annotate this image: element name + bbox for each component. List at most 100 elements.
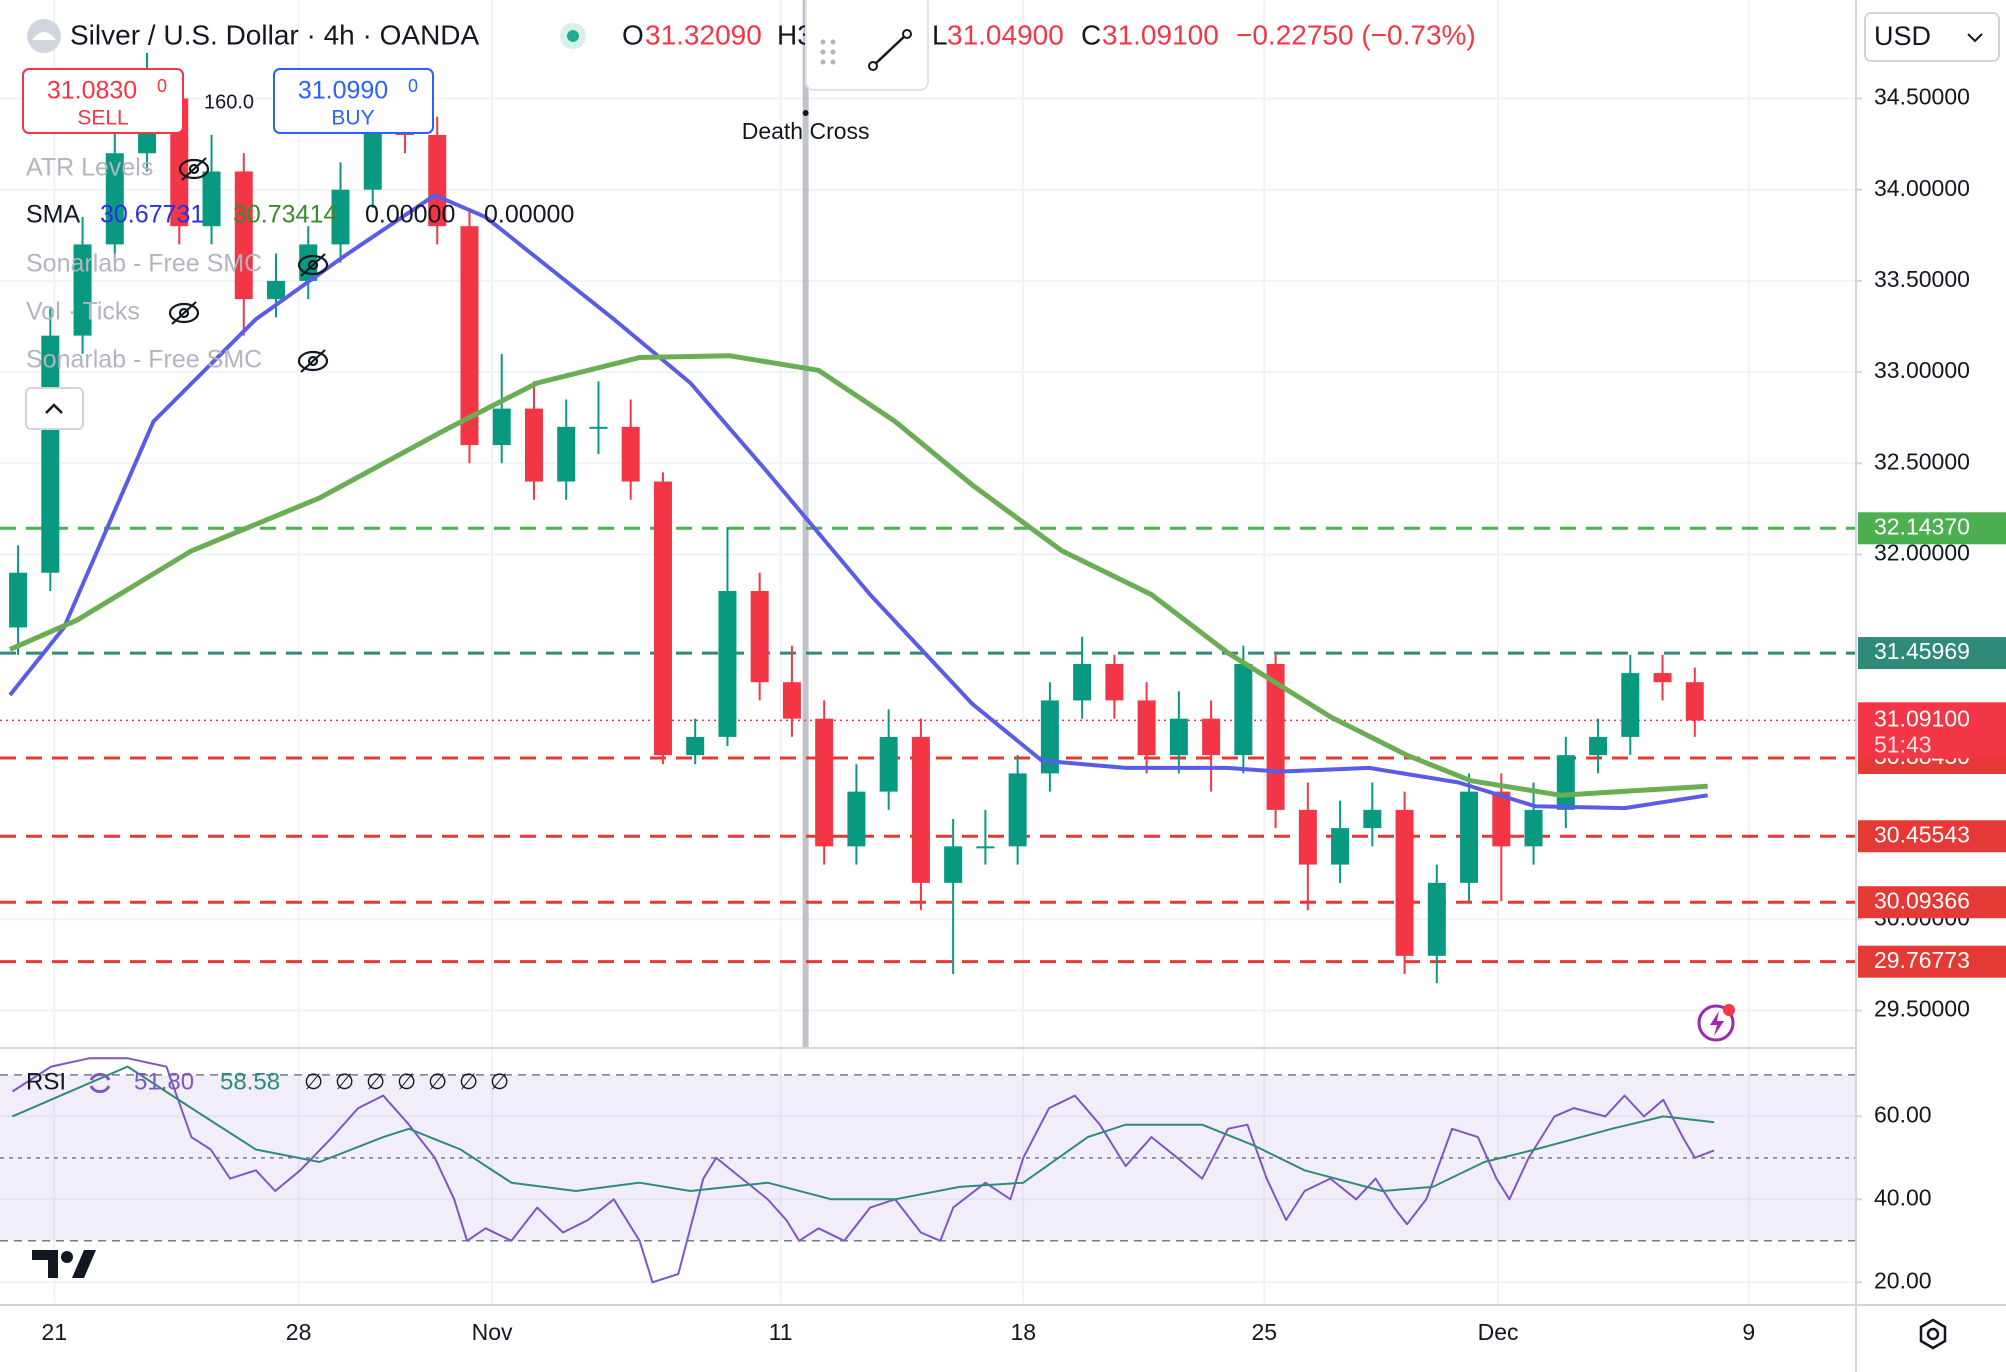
rsi-input: ∅ [490,1069,509,1094]
symbol-title[interactable]: Silver / U.S. Dollar · 4h · OANDA [70,19,480,50]
rsi-input: ∅ [335,1069,354,1094]
rsi-input: ∅ [459,1069,478,1094]
ohlc-label: C [1081,19,1101,50]
candle-body [105,153,124,245]
trend-line-tool[interactable] [868,29,912,71]
series-line [11,1057,1715,1284]
indicator-name[interactable]: ATR Levels [26,154,153,182]
candle-body [976,846,995,849]
header: Silver / U.S. Dollar · 4h · OANDA O 31.3… [27,19,1476,53]
sell-button[interactable] [22,68,184,134]
y-tick-label: 33.50000 [1874,266,1970,292]
hidden-eye-icon[interactable] [168,301,200,325]
candle-body [1395,809,1414,956]
indicator-name[interactable]: Sonarlab - Free SMC [26,346,262,374]
candle-body [1137,700,1156,756]
candle-body [1460,791,1479,883]
collapse-legend-button[interactable] [25,387,84,430]
candle-body [653,481,672,756]
rsi-title[interactable]: RSI [26,1068,66,1095]
y-tick-label: 32.50000 [1874,448,1970,474]
rsi-input: ∅ [304,1069,323,1094]
grid-layer [0,0,1862,1303]
candle-body [73,244,92,336]
candle-body [1234,663,1253,756]
hidden-eye-icon[interactable] [297,253,329,277]
hidden-eye-icon[interactable] [297,349,329,373]
ohlc-value: 31.04900 [947,19,1064,50]
currency-box[interactable] [1864,12,2000,62]
buy-price-fraction[interactable]: 0 [408,76,418,96]
sell-label[interactable]: SELL [77,107,128,130]
sma-value: 0.00000 [365,201,455,229]
candle-body [492,408,511,446]
x-tick-label: 9 [1742,1319,1755,1345]
x-tick-label: 28 [286,1319,312,1345]
series-line [8,193,1709,811]
refresh-icon[interactable] [89,1072,111,1094]
rsi-value: 51.80 [134,1068,194,1095]
candle-body [9,572,28,628]
indicator-name[interactable]: Sonarlab - Free SMC [26,250,262,278]
candle-body [460,226,479,446]
countdown-label: 51:43 [1874,731,1932,757]
candle-body [1073,663,1092,701]
tradingview-logo[interactable] [32,1250,96,1278]
last-price-box [1858,702,2006,759]
candle-body [1524,809,1543,847]
level-label: 32.14370 [1874,513,1970,539]
currency-selector[interactable]: USD [1864,12,2000,62]
hidden-eye-icon[interactable] [178,157,210,181]
drag-handle[interactable] [820,39,836,65]
x-tick-label: 18 [1010,1319,1036,1345]
ohlc-value: 31.32090 [645,19,762,50]
y-tick-label: 34.00000 [1874,175,1970,201]
buy-label[interactable]: BUY [331,107,374,130]
level-label-box [1858,637,2006,670]
chevron-up [45,403,63,414]
level-label-box [1858,820,2006,853]
sma-value: 30.73414 [233,201,337,229]
candle-body [1427,882,1446,956]
candle-body [847,791,866,847]
toolbar-box [805,0,929,91]
level-label: 30.09366 [1874,887,1970,913]
candle-body [428,134,447,227]
sell-price-fraction[interactable]: 0 [157,76,167,96]
series-line [12,1065,1715,1201]
candle-body [815,718,834,847]
candle-body [621,426,640,482]
ohlc-label: L [932,19,948,50]
level-label: 31.45969 [1874,638,1970,664]
x-tick-label: 25 [1252,1319,1278,1345]
indicator-name[interactable]: SMA [26,201,81,229]
candle-body [1685,682,1704,721]
trade-panel: 31.0830 0 SELL 160.0 31.0990 0 BUY [22,68,434,134]
x-tick-label: 21 [42,1319,68,1345]
y-tick-label: 40.00 [1874,1184,1932,1210]
settings-icon[interactable] [1919,1318,1947,1350]
candle-body [1298,809,1317,865]
sma-layer [8,193,1709,811]
sell-price[interactable]: 31.0830 [47,77,137,105]
candle-body [1105,663,1124,701]
alert-icon[interactable] [1697,1004,1735,1042]
rsi-band-layer [0,1074,1856,1242]
y-tick-label: 29.50000 [1874,996,1970,1022]
buy-price[interactable]: 31.0990 [298,77,388,105]
rsi-input: ∅ [428,1069,447,1094]
candle-body [782,682,801,719]
buy-button[interactable] [273,68,434,134]
series-line [8,353,1708,798]
ohlc-label: O [622,19,644,50]
candle-body [589,426,608,429]
candle-body [1492,791,1511,847]
currency-label[interactable]: USD [1874,21,1931,51]
indicator-name[interactable]: Vol · Ticks [26,298,140,326]
candle-body [524,408,543,482]
candle-body [1040,700,1059,774]
last-price-label: 31.09100 [1874,705,1970,731]
candle-body [1331,828,1350,865]
